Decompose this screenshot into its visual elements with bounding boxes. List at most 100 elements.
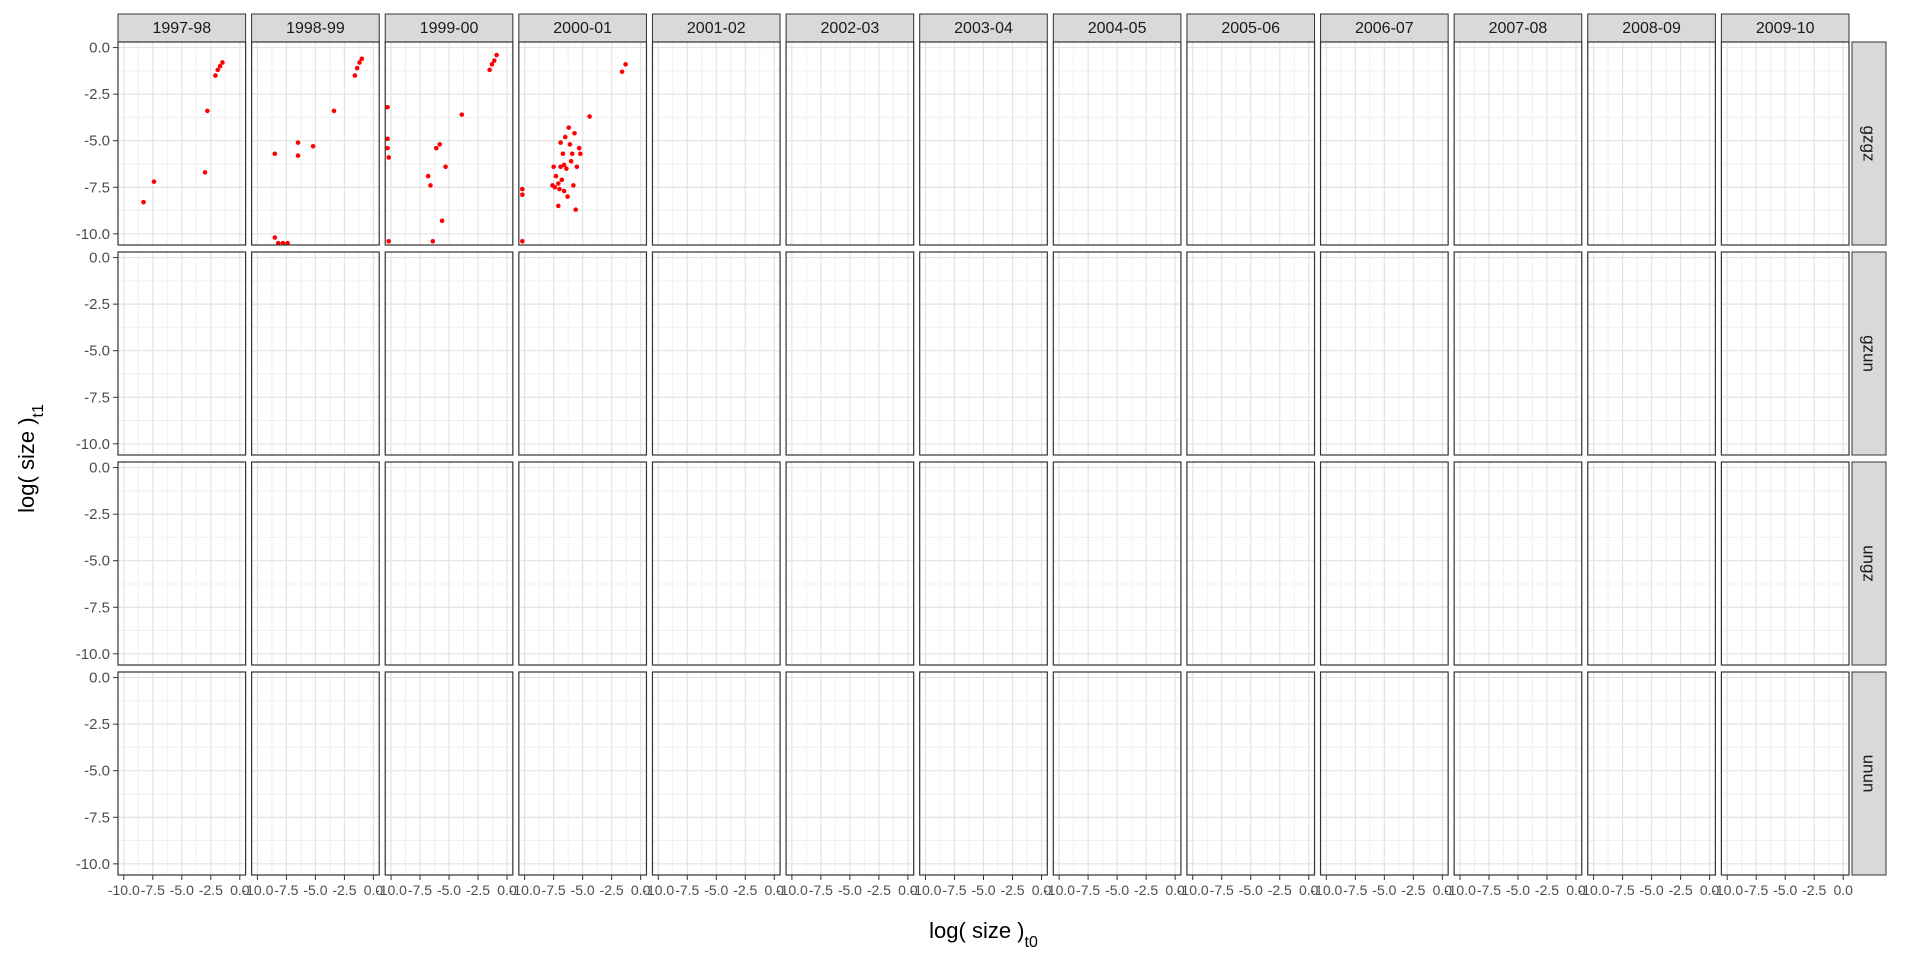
y-tick-label: 0.0 [89,40,110,57]
column-strip-label: 2005-06 [1221,20,1280,37]
panel [251,41,380,246]
panel-border [651,251,781,456]
panel-border [1052,41,1182,246]
panel-border [117,461,247,666]
data-point [433,145,439,151]
panel-border [1319,251,1449,456]
x-tick-label: 0.0 [230,882,250,898]
x-tick-label: -5.0 [571,882,595,898]
x-tick-label: -10.0 [108,882,140,898]
panel [384,671,514,876]
data-point [568,158,574,164]
panel-border [785,461,915,666]
data-point [557,186,562,192]
x-tick-label: -2.5 [1535,882,1559,898]
panel-border [1319,41,1449,246]
panel-border [1720,251,1850,456]
data-point [567,142,573,147]
x-axis-title: log( size )t0 [929,918,1038,951]
panel-border [651,41,781,246]
data-point [571,183,576,188]
data-point [220,60,225,65]
panel [117,461,247,666]
panel [251,461,380,666]
x-tick-label: 0.0 [1165,882,1185,898]
row-strip [1851,671,1887,876]
data-point [295,140,301,145]
data-point [558,164,563,170]
data-point [151,179,157,184]
data-point [623,62,628,67]
x-tick-label: 0.0 [1299,882,1319,898]
data-point [425,173,431,179]
data-point [385,136,390,142]
data-point [520,186,525,192]
panel-border [518,461,648,666]
panel [1587,41,1716,246]
panel-border [1052,251,1182,456]
x-tick-label: 0.0 [1833,882,1853,898]
column-strip [1453,13,1583,43]
panel-border [651,461,781,666]
panel-border [1052,461,1182,666]
data-point [213,73,218,78]
panel [1052,251,1182,456]
panel-border [384,461,514,666]
panel [117,671,247,876]
panel-border [1186,251,1316,456]
x-tick-label: -7.5 [542,882,566,898]
data-point [562,134,568,140]
data-point [561,162,567,168]
x-tick-label: -10.0 [1444,882,1476,898]
panel [1186,461,1316,666]
x-tick-label: -2.5 [199,882,223,898]
x-axis-title-subscript: t0 [1025,934,1038,951]
panel [251,251,380,456]
panel [1319,461,1449,666]
row-strip-label: ungz [1860,545,1879,582]
panel [518,251,648,456]
data-point [487,67,492,73]
panel-border [251,41,380,246]
x-tick-label: -2.5 [600,882,624,898]
x-tick-label: -7.5 [942,882,966,898]
panel [651,251,781,456]
panel [1720,251,1850,456]
y-tick-label: -5.0 [84,763,110,780]
panel [1052,41,1182,246]
x-tick-label: -2.5 [867,882,891,898]
column-strip [1320,13,1449,43]
column-strip [1052,13,1182,43]
x-tick-label: -10.0 [375,882,407,898]
y-tick-label: -10.0 [76,646,110,663]
panel [384,251,514,456]
data-point [494,52,499,58]
panel [919,671,1048,876]
y-tick-label: 0.0 [89,250,110,267]
panel-border [919,41,1048,246]
panel-border [919,461,1048,666]
data-point [215,67,221,73]
x-tick-label: -2.5 [332,882,356,898]
x-tick-label: 0.0 [1032,882,1052,898]
data-point [572,130,577,136]
y-tick-label: -5.0 [84,553,110,570]
panel [1720,461,1850,666]
data-point [439,218,445,224]
column-strip-label: 1999-00 [420,20,479,37]
panel [1186,671,1316,876]
x-tick-label: -5.0 [1640,882,1664,898]
x-tick-label: -10.0 [1578,882,1610,898]
data-point [272,235,278,240]
y-axis-title: log( size )t1 [14,404,47,513]
y-tick-label: -10.0 [76,436,110,453]
panel [1587,671,1716,876]
panel [384,461,514,666]
x-tick-label: -2.5 [1268,882,1292,898]
panel [1052,461,1182,666]
panel [785,251,915,456]
column-strip-label: 2004-05 [1088,20,1147,37]
data-point [275,240,281,246]
y-tick-label: -2.5 [84,506,110,523]
